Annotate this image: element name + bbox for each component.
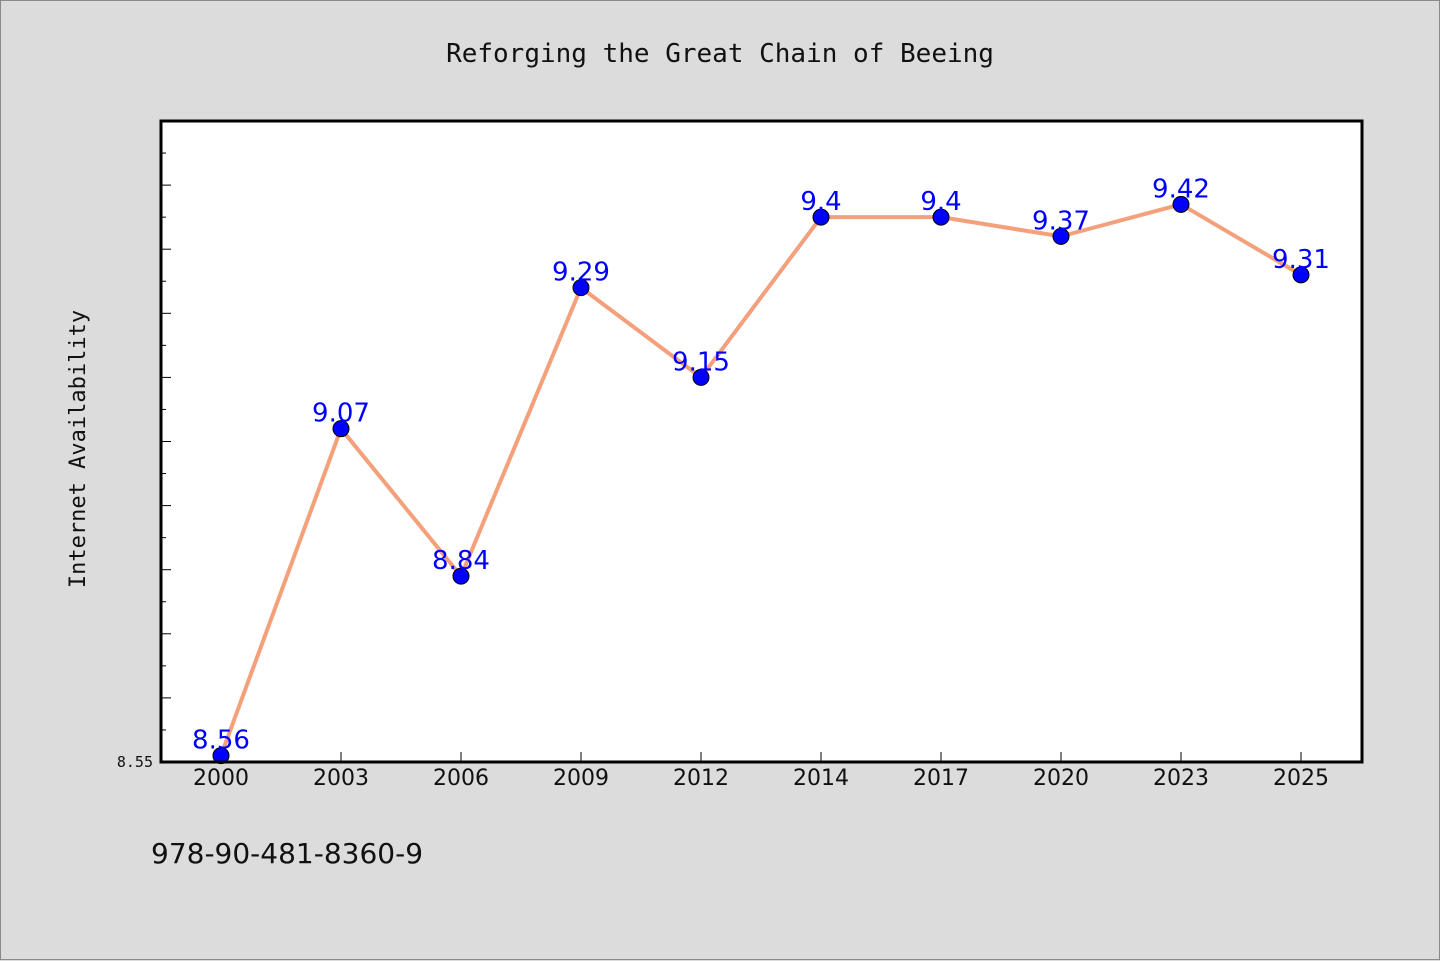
x-tick-label: 2000 xyxy=(193,766,249,791)
series-line xyxy=(219,202,1303,757)
data-point xyxy=(332,420,350,438)
data-label: 8.84 xyxy=(432,546,490,576)
x-tick-label: 2012 xyxy=(673,766,729,791)
data-point xyxy=(1172,195,1190,213)
data-label: 9.4 xyxy=(800,187,841,217)
footer-isbn: 978-90-481-8360-9 xyxy=(151,837,423,870)
x-tick-label: 2025 xyxy=(1273,766,1329,791)
data-point xyxy=(452,567,470,585)
data-label: 9.15 xyxy=(672,347,730,377)
plot-area xyxy=(161,121,1362,762)
data-label: 9.37 xyxy=(1032,206,1090,236)
data-label: 9.31 xyxy=(1272,245,1330,275)
data-label: 8.56 xyxy=(192,726,250,756)
data-label: 9.29 xyxy=(552,258,610,288)
data-label: 9.42 xyxy=(1152,174,1210,204)
data-point xyxy=(572,279,590,297)
y-axis-label: Internet Availability xyxy=(66,310,91,588)
x-tick-label: 2023 xyxy=(1153,766,1209,791)
data-point xyxy=(692,368,710,386)
data-label: 9.4 xyxy=(920,187,961,217)
x-tick-label: 2003 xyxy=(313,766,369,791)
data-point xyxy=(1052,227,1070,245)
y-tick-label: 8.55 xyxy=(117,753,153,771)
x-axis-ticks: 2000 2003 2006 2009 2012 2014 2017 2020 2023 2025 xyxy=(193,752,1329,791)
data-label: 9.07 xyxy=(312,399,370,429)
data-point xyxy=(212,747,230,765)
data-point xyxy=(932,208,950,226)
x-tick-label: 2009 xyxy=(553,766,609,791)
series-layer: 8.56 9.07 8.84 9.29 9.15 9.4 9.4 9.37 9.42 9.31 xyxy=(192,174,1330,765)
x-tick-label: 2017 xyxy=(913,766,969,791)
x-tick-label: 2006 xyxy=(433,766,489,791)
plot-border xyxy=(159,119,1364,764)
data-point xyxy=(1292,266,1310,284)
data-point xyxy=(812,208,830,226)
x-tick-label: 2014 xyxy=(793,766,849,791)
x-tick-label: 2020 xyxy=(1033,766,1089,791)
chart-title: Reforging the Great Chain of Beeing xyxy=(446,39,994,69)
